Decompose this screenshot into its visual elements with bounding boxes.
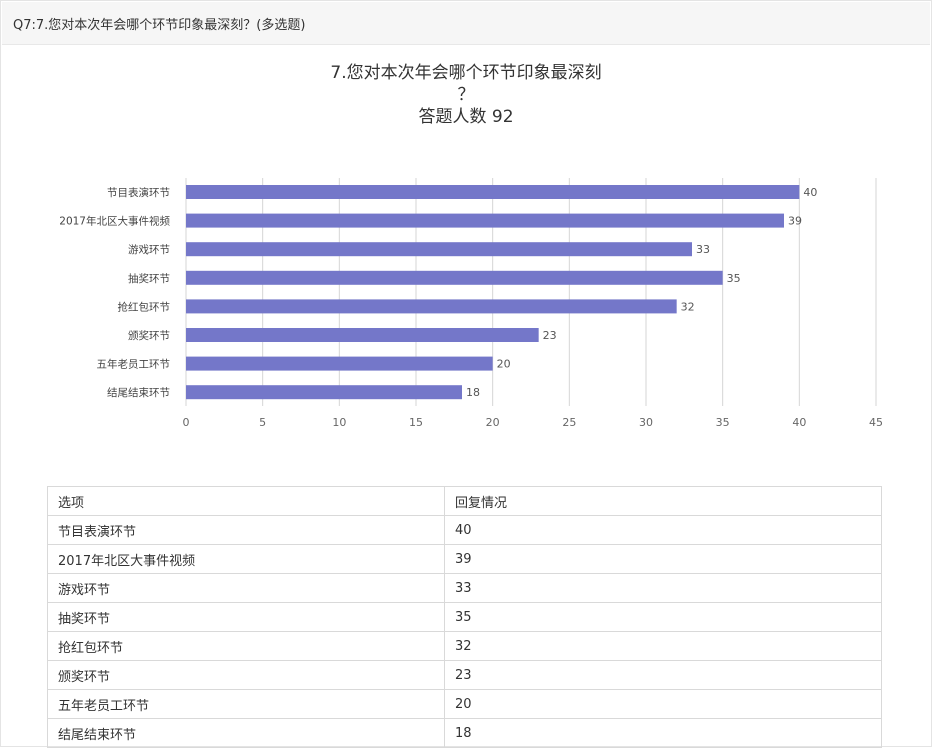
- value-label: 33: [696, 243, 710, 256]
- category-label: 节目表演环节: [107, 186, 170, 199]
- category-label: 抽奖环节: [128, 272, 170, 285]
- results-table: 选项 回复情况 节目表演环节 40 2017年北区大事件视频 39 游戏环节 33 抽奖环节…: [47, 486, 882, 748]
- value-label: 32: [681, 300, 695, 313]
- table-cell-count: 35: [444, 602, 882, 632]
- x-tick-label: 30: [639, 416, 653, 429]
- x-tick-label: 5: [259, 416, 266, 429]
- table-cell-option: 五年老员工环节: [47, 689, 445, 719]
- table-row: 抽奖环节 35: [47, 602, 882, 632]
- table-row: 游戏环节 33: [47, 573, 882, 603]
- x-tick-label: 10: [332, 416, 346, 429]
- chart-labels: 节目表演环节 40 2017年北区大事件视频 39 游戏环节 33 抽奖环节 35 抢红包环节 3…: [59, 186, 817, 399]
- chart-title-line: ？: [458, 85, 475, 105]
- value-label: 18: [466, 386, 480, 399]
- table-cell-option: 抽奖环节: [47, 602, 445, 632]
- table-row: 2017年北区大事件视频 39: [47, 544, 882, 574]
- value-label: 23: [543, 329, 557, 342]
- x-tick-label: 15: [409, 416, 423, 429]
- question-title: Q7:7.您对本次年会哪个环节印象最深刻？(多选题): [13, 18, 306, 33]
- x-tick-label: 20: [486, 416, 500, 429]
- bar: [186, 270, 723, 285]
- value-label: 35: [727, 272, 741, 285]
- bar: [186, 385, 462, 400]
- table-row: 颁奖环节 23: [47, 660, 882, 690]
- value-label: 20: [497, 358, 511, 371]
- chart-title-line: 答题人数 92: [418, 107, 513, 127]
- table-cell-option: 颁奖环节: [47, 660, 445, 690]
- x-tick-label: 45: [869, 416, 883, 429]
- table-cell-option: 抢红包环节: [47, 631, 445, 661]
- table-cell-count: 20: [444, 689, 882, 719]
- bar: [186, 328, 539, 342]
- table-header-response: 回复情况: [444, 486, 882, 516]
- x-axis-ticks: 0 5 10 15 20 25 30 35 40 45: [183, 416, 884, 429]
- bar-chart: 7.您对本次年会哪个环节印象最深刻？答题人数 92 节目表演环节 40 2017年北…: [59, 63, 884, 429]
- bar: [186, 213, 784, 228]
- table-cell-count: 33: [444, 573, 882, 603]
- category-label: 游戏环节: [128, 243, 170, 256]
- table-cell-count: 32: [444, 631, 882, 661]
- table-cell-option: 2017年北区大事件视频: [47, 544, 445, 574]
- table-cell-count: 40: [444, 515, 882, 545]
- chart-bars: [186, 185, 800, 400]
- x-tick-label: 25: [562, 416, 576, 429]
- bar: [186, 242, 692, 257]
- x-tick-label: 35: [716, 416, 730, 429]
- table-cell-option: 游戏环节: [47, 573, 445, 603]
- question-header: Q7:7.您对本次年会哪个环节印象最深刻？(多选题): [2, 2, 930, 45]
- table-header-option: 选项: [47, 486, 445, 516]
- table-cell-option: 节目表演环节: [47, 515, 445, 545]
- bar: [186, 356, 493, 371]
- category-label: 2017年北区大事件视频: [59, 215, 170, 228]
- table-row: 抢红包环节 32: [47, 631, 882, 661]
- value-label: 40: [803, 186, 817, 199]
- category-label: 结尾结束环节: [107, 386, 170, 399]
- bar: [186, 299, 677, 314]
- table-cell-option: 结尾结束环节: [47, 718, 445, 748]
- category-label: 颁奖环节: [128, 329, 170, 342]
- table-header-row: 选项 回复情况: [47, 486, 882, 516]
- category-label: 抢红包环节: [118, 300, 171, 313]
- table-row: 节目表演环节 40: [47, 515, 882, 545]
- chart-grid: [185, 178, 877, 406]
- x-tick-label: 40: [792, 416, 806, 429]
- chart-title-line: 7.您对本次年会哪个环节印象最深刻: [330, 63, 601, 83]
- category-label: 五年老员工环节: [97, 358, 171, 371]
- table-cell-count: 18: [444, 718, 882, 748]
- chart-title: 7.您对本次年会哪个环节印象最深刻？答题人数 92: [330, 63, 601, 127]
- bar: [186, 185, 800, 199]
- table-row: 结尾结束环节 18: [47, 718, 882, 748]
- table-cell-count: 23: [444, 660, 882, 690]
- x-tick-label: 0: [183, 416, 190, 429]
- table-cell-count: 39: [444, 544, 882, 574]
- table-row: 五年老员工环节 20: [47, 689, 882, 719]
- value-label: 39: [788, 215, 802, 228]
